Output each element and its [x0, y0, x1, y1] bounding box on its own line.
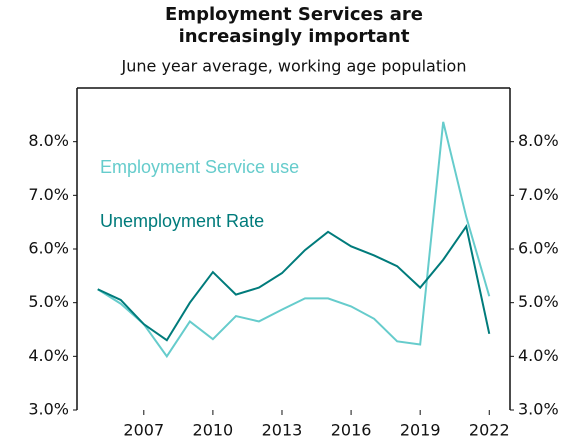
y2-tick-label: 8.0% — [518, 131, 559, 150]
y-tick-label: 4.0% — [28, 346, 69, 365]
x-tick-label: 2013 — [262, 421, 303, 440]
y2-tick-label: 4.0% — [518, 346, 559, 365]
y-tick-label: 6.0% — [28, 239, 69, 258]
x-tick-label: 2019 — [400, 421, 441, 440]
legend-label: Employment Service use — [100, 157, 299, 177]
chart-title: Employment Services are — [165, 4, 423, 25]
y2-tick-label: 6.0% — [518, 239, 559, 258]
x-tick-label: 2022 — [469, 421, 510, 440]
y-tick-label: 5.0% — [28, 292, 69, 311]
y2-tick-label: 7.0% — [518, 185, 559, 204]
x-tick-label: 2007 — [123, 421, 164, 440]
y-tick-label: 8.0% — [28, 131, 69, 150]
x-tick-label: 2010 — [193, 421, 234, 440]
legend-label: Unemployment Rate — [100, 211, 264, 231]
y-tick-label: 3.0% — [28, 400, 69, 419]
chart-subtitle: June year average, working age populatio… — [121, 57, 467, 76]
y-tick-label: 7.0% — [28, 185, 69, 204]
x-tick-label: 2016 — [331, 421, 372, 440]
chart-title: increasingly important — [179, 26, 410, 47]
y2-tick-label: 3.0% — [518, 400, 559, 419]
series-line — [97, 223, 491, 342]
series-line — [97, 121, 491, 359]
y2-tick-label: 5.0% — [518, 292, 559, 311]
